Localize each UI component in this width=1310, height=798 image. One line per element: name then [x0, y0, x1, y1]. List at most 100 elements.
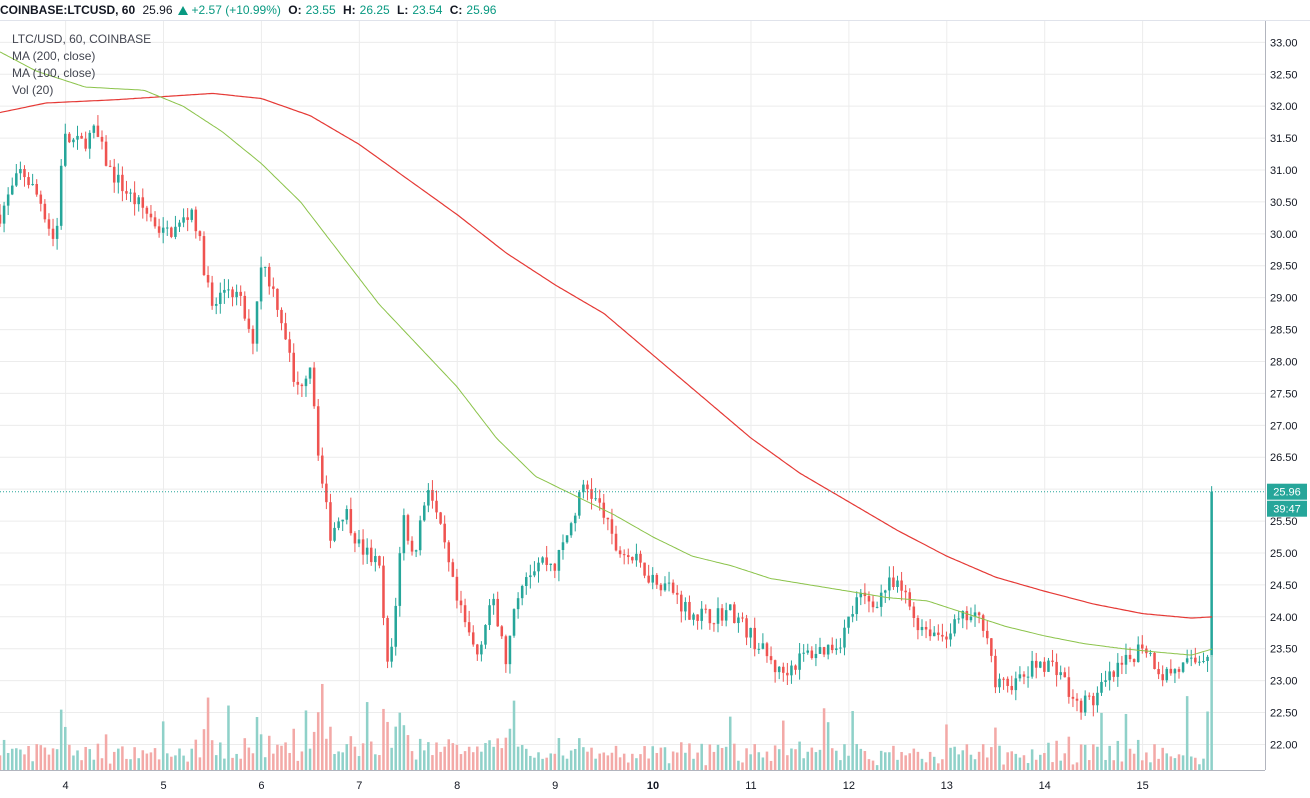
volume-bar	[818, 749, 822, 770]
candle-body	[480, 644, 483, 655]
countdown-badge	[1267, 500, 1307, 517]
candle-body	[635, 553, 638, 561]
candle-body	[39, 194, 43, 204]
volume-bar	[688, 743, 691, 770]
volume-bar	[684, 752, 687, 770]
volume-bar	[259, 734, 263, 770]
y-tick-label: 32.50	[1270, 69, 1298, 81]
volume-bar	[928, 751, 932, 770]
candle-body	[671, 582, 675, 593]
volume-bar	[325, 738, 328, 770]
candle-body	[31, 183, 34, 186]
candle-body	[1108, 671, 1111, 681]
volume-bar	[659, 747, 663, 770]
candle-body	[643, 562, 646, 576]
volume-bar	[1034, 759, 1038, 770]
volume-bar	[953, 746, 956, 770]
candle-body	[321, 455, 324, 484]
up-arrow-icon	[177, 6, 188, 15]
volume-bar	[190, 748, 194, 770]
volume-bar	[855, 744, 858, 770]
candle-body	[214, 303, 218, 306]
candle-body	[263, 266, 267, 268]
candle-body	[1128, 654, 1132, 660]
candle-body	[374, 556, 377, 563]
symbol-label[interactable]: COINBASE:LTCUSD, 60	[0, 3, 136, 17]
x-tick-label: 12	[843, 780, 855, 792]
candle-body	[529, 575, 532, 578]
candle-body	[1055, 661, 1058, 676]
candle-body	[537, 562, 540, 572]
volume-bar	[459, 754, 463, 770]
candle-body	[610, 519, 614, 534]
volume-bar	[1014, 753, 1018, 770]
candle-body	[0, 214, 2, 224]
candle-body	[1006, 678, 1009, 686]
candle-body	[847, 616, 850, 628]
volume-bar	[1002, 764, 1005, 770]
volume-bar	[533, 757, 536, 770]
candle-body	[1161, 674, 1164, 681]
volume-bar	[361, 743, 365, 770]
volume-bar	[553, 753, 557, 770]
candle-body	[178, 222, 181, 227]
candle-body	[900, 580, 903, 591]
volume-bar	[949, 747, 952, 770]
candle-body	[247, 318, 251, 329]
volume-bar	[423, 750, 426, 770]
legend-volume[interactable]: Vol (20)	[12, 83, 54, 97]
volume-bar	[1161, 747, 1164, 770]
volume-bar	[835, 750, 838, 770]
candle-body	[802, 652, 805, 654]
volume-bar	[1120, 761, 1124, 770]
candle-body	[561, 542, 565, 551]
candle-body	[924, 626, 928, 630]
candle-body	[1039, 661, 1042, 668]
candle-body	[100, 136, 104, 142]
volume-bar	[394, 726, 397, 770]
volume-bar	[525, 748, 528, 770]
candle-body	[19, 169, 22, 174]
candle-body	[1030, 660, 1034, 677]
candle-body	[1026, 676, 1030, 678]
volume-bar	[802, 758, 805, 770]
volume-bar	[133, 747, 136, 770]
volume-bar	[223, 758, 226, 770]
volume-bar	[1124, 713, 1128, 770]
candle-body	[133, 192, 136, 205]
candle-body	[761, 643, 765, 649]
candle-body	[1079, 700, 1083, 713]
legend-ma200[interactable]: MA (200, close)	[12, 49, 96, 63]
candle-body	[296, 381, 300, 385]
candle-body	[843, 627, 846, 648]
candle-body	[165, 227, 169, 229]
volume-bar	[141, 750, 145, 770]
volume-bar	[1112, 760, 1115, 770]
candle-body	[190, 209, 194, 220]
candle-body	[194, 209, 198, 232]
candle-body	[427, 490, 430, 506]
volume-bar	[757, 752, 761, 770]
volume-bar	[480, 751, 483, 770]
legend-ma100[interactable]: MA (100, close)	[12, 66, 96, 80]
candle-body	[55, 225, 59, 239]
volume-bar	[912, 748, 916, 770]
y-tick-label: 28.50	[1270, 325, 1298, 337]
legend-series-title[interactable]: LTC/USD, 60, COINBASE	[12, 32, 152, 46]
volume-bar	[586, 751, 589, 770]
candle-body	[659, 584, 663, 591]
volume-bar	[194, 739, 198, 770]
volume-bar	[165, 753, 169, 770]
y-tick-label: 31.00	[1270, 165, 1298, 177]
volume-bar	[39, 745, 43, 770]
candle-body	[1124, 654, 1128, 665]
volume-bar	[1092, 744, 1095, 770]
volume-bar	[663, 747, 667, 770]
volume-bar	[647, 758, 650, 770]
candle-body	[104, 141, 108, 166]
candle-body	[818, 647, 822, 654]
volume-bar	[937, 763, 940, 770]
volume-bar	[635, 758, 638, 770]
volume-bar	[590, 747, 593, 770]
